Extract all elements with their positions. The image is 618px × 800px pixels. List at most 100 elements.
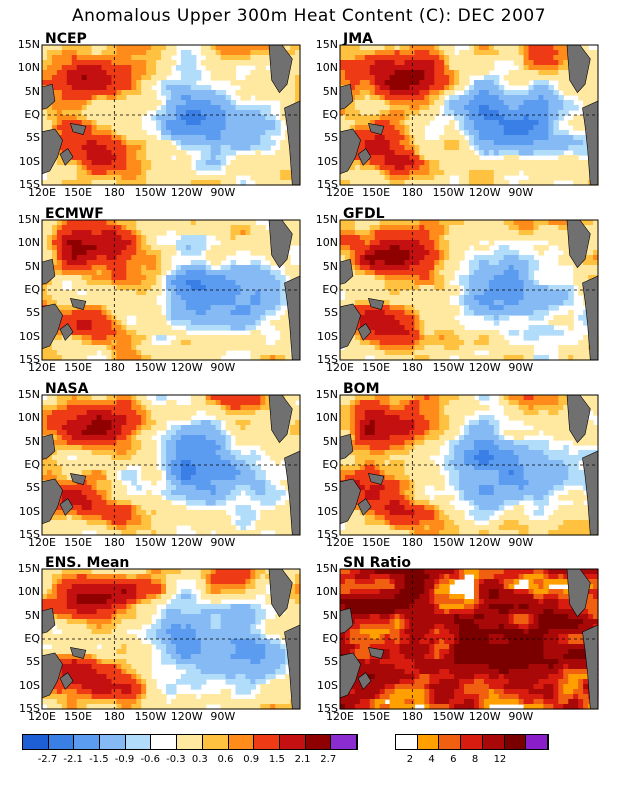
lon-tick-label: 180: [103, 361, 125, 374]
colorbar-label: 1.5: [268, 754, 285, 765]
panel-label: JMA: [343, 31, 373, 47]
colorbar-swatch: [125, 735, 152, 749]
heat-content-map: [41, 568, 301, 710]
lon-tick-label: 90W: [508, 186, 534, 199]
plot-frame: [41, 568, 301, 710]
lat-tick-label: 15S: [19, 178, 40, 191]
lat-tick-label: 5S: [324, 481, 338, 495]
snr-colorbar: [395, 734, 549, 750]
colorbar-swatch: [526, 735, 548, 749]
lat-tick-label: 10S: [19, 154, 40, 168]
lat-tick-label: 10N: [315, 236, 338, 250]
lat-tick-label: 5S: [26, 481, 40, 495]
panel-label: NCEP: [45, 31, 87, 47]
map-panel-ecmwf: ECMWF 15N 10N 5N EQ 5S 10S 15S 120E 150E 180 150W 12…: [0, 206, 301, 393]
field-cells: [340, 569, 599, 710]
colorbar-swatch: [331, 735, 357, 749]
lat-tick-label: 10N: [315, 411, 338, 425]
lon-tick-label: 150E: [362, 710, 391, 723]
plot-frame: [41, 44, 301, 186]
lat-tick-label: 15N: [315, 388, 338, 401]
lat-tick-label: EQ: [24, 108, 40, 121]
panel-label: ECMWF: [45, 206, 104, 222]
lat-tick-label: 5S: [324, 131, 338, 145]
lon-tick-label: 120W: [468, 710, 501, 723]
lon-tick-label: 120E: [28, 361, 56, 374]
lat-tick-label: 10S: [317, 678, 338, 692]
lon-tick-label: 150E: [362, 186, 391, 199]
lon-tick-label: 90W: [210, 361, 236, 374]
lon-tick-label: 120W: [468, 361, 501, 374]
lon-tick-label: 120W: [170, 536, 203, 549]
figure-title: Anomalous Upper 300m Heat Content (C): D…: [71, 6, 547, 26]
heat-content-map: [41, 394, 301, 536]
colorbar-swatch: [48, 735, 75, 749]
lat-tick-label: 10N: [17, 585, 40, 599]
lat-tick-label: 10S: [317, 154, 338, 168]
lat-tick-label: 15N: [17, 562, 40, 575]
field-cells: [42, 220, 301, 361]
lat-tick-label: 15S: [19, 353, 40, 366]
lon-tick-label: 180: [401, 536, 423, 549]
colorbar-label: 0.9: [243, 754, 260, 765]
lat-tick-label: 10S: [19, 678, 40, 692]
lat-tick-label: 15S: [19, 528, 40, 541]
lat-tick-label: 10S: [317, 504, 338, 518]
map-panel-ncep: NCEP 15N 10N 5N EQ 5S 10S 15S 120E 150E 180 150W 120…: [0, 31, 301, 218]
anomaly-colorbar: [22, 734, 358, 750]
lon-tick-label: 180: [103, 710, 125, 723]
lon-tick-label: 120E: [28, 186, 56, 199]
colorbar-swatch: [177, 735, 203, 749]
map-panel-ens-mean: ENS. Mean 15N 10N 5N EQ 5S 10S 15S 120E 150E 180 15…: [0, 555, 301, 742]
map-panel-bom: BOM 15N 10N 5N EQ 5S 10S 15S 120E 150E 180 150W 120W…: [298, 381, 599, 568]
lon-tick-label: 90W: [210, 186, 236, 199]
lon-tick-label: 150W: [134, 186, 167, 199]
lat-tick-label: 5S: [26, 131, 40, 145]
land-masses: [339, 568, 599, 710]
lon-tick-label: 120E: [326, 536, 354, 549]
lon-tick-label: 90W: [210, 710, 236, 723]
lon-tick-label: 120E: [326, 186, 354, 199]
heat-content-map: [41, 44, 301, 186]
lat-tick-label: 15N: [17, 213, 40, 226]
lon-tick-label: 150E: [64, 536, 93, 549]
lat-tick-label: 15N: [17, 388, 40, 401]
lat-tick-label: 15S: [317, 178, 338, 191]
colorbar-swatch: [279, 735, 306, 749]
lon-tick-label: 180: [103, 186, 125, 199]
lat-tick-label: EQ: [322, 458, 338, 471]
lat-tick-label: 10N: [17, 61, 40, 75]
plot-frame: [339, 394, 599, 536]
heat-content-map: [41, 219, 301, 361]
colorbar-label: 2.1: [294, 754, 311, 765]
lon-tick-label: 150E: [64, 361, 93, 374]
lat-tick-label: 15S: [317, 702, 338, 715]
lon-tick-label: 180: [103, 536, 125, 549]
colorbar-swatch: [396, 735, 418, 749]
lon-tick-label: 150W: [432, 536, 465, 549]
plot-frame: [339, 568, 599, 710]
plot-frame: [339, 44, 599, 186]
lat-tick-label: 10N: [17, 236, 40, 250]
colorbar-swatch: [417, 735, 440, 749]
colorbar-swatch: [202, 735, 229, 749]
lat-tick-label: 5N: [322, 608, 338, 622]
panel-label: GFDL: [343, 206, 385, 222]
lat-tick-label: 15S: [317, 528, 338, 541]
colorbar-swatch: [439, 735, 462, 749]
lon-tick-label: 120E: [28, 536, 56, 549]
lon-tick-label: 150E: [64, 710, 93, 723]
heat-content-map: [339, 44, 599, 186]
map-panel-nasa: NASA 15N 10N 5N EQ 5S 10S 15S 120E 150E 180 150W 120…: [0, 381, 301, 568]
lon-tick-label: 120W: [468, 536, 501, 549]
plot-frame: [41, 394, 301, 536]
lon-tick-label: 180: [401, 186, 423, 199]
colorbar-swatch: [23, 735, 49, 749]
land-masses: [41, 44, 301, 186]
panel-label: SN Ratio: [343, 555, 412, 571]
colorbar-label: -0.3: [166, 754, 186, 765]
panel-label: NASA: [45, 381, 89, 397]
lat-tick-label: EQ: [322, 108, 338, 121]
lon-tick-label: 150W: [432, 361, 465, 374]
lat-tick-label: 10S: [19, 504, 40, 518]
